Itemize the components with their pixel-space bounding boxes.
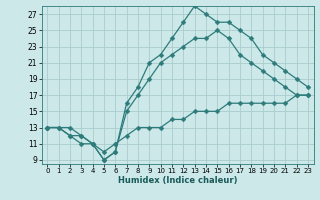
X-axis label: Humidex (Indice chaleur): Humidex (Indice chaleur): [118, 176, 237, 185]
